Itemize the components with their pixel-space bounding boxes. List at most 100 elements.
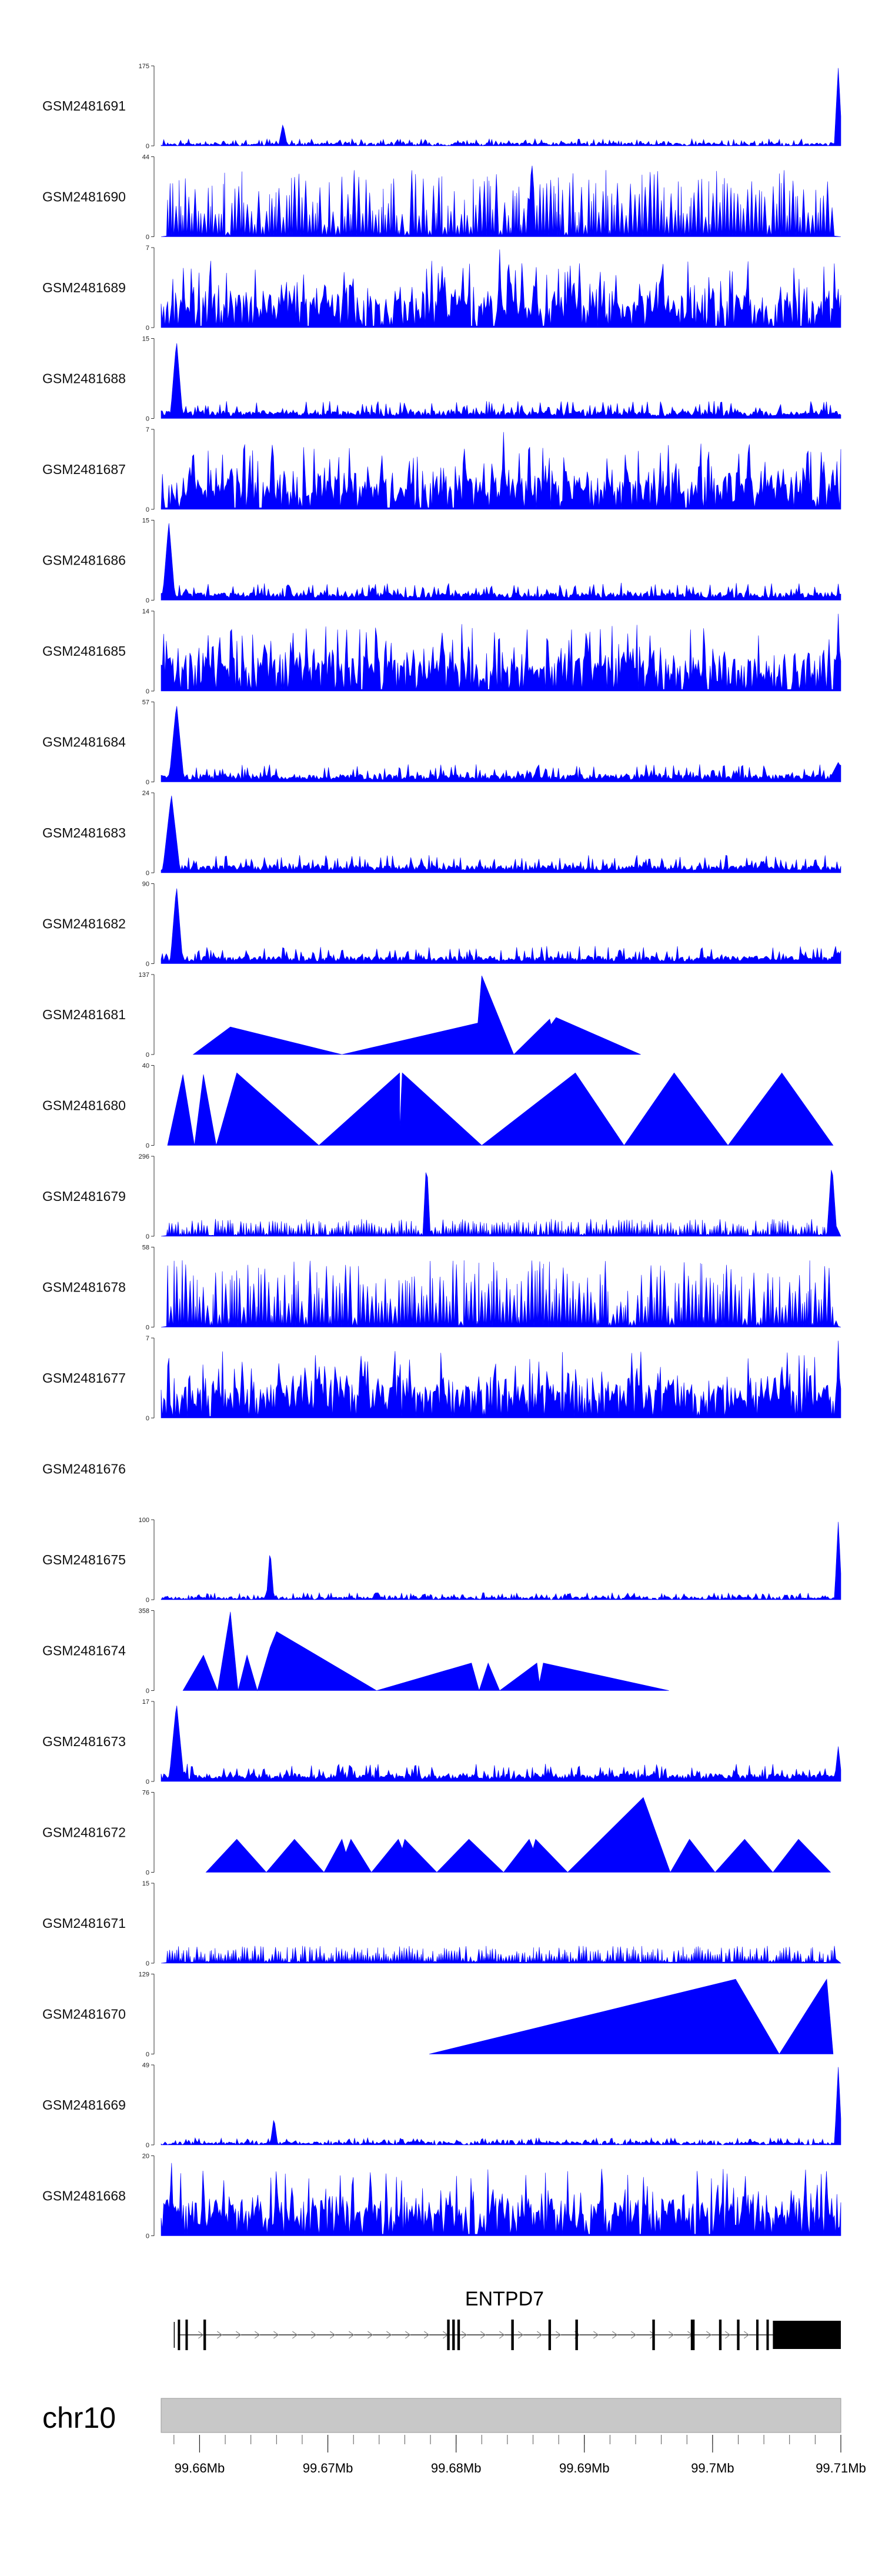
y-axis-max-label: 90	[142, 881, 149, 888]
strand-arrow	[367, 2331, 373, 2339]
coverage-area	[161, 1340, 841, 1419]
y-axis-min-label: 0	[146, 1143, 149, 1150]
y-axis-max-label: 7	[146, 1335, 149, 1342]
track-label: GSM2481686	[42, 553, 126, 568]
coverage-area	[161, 165, 841, 237]
strand-arrow	[348, 2331, 355, 2339]
track-GSM2481691: GSM2481691 175 0	[42, 63, 841, 150]
strand-arrow	[423, 2331, 430, 2339]
track-label: GSM2481691	[42, 98, 126, 114]
y-axis-min-label: 0	[146, 2051, 149, 2058]
gene-exon	[203, 2320, 206, 2350]
axis-tick-label: 99.69Mb	[559, 2461, 610, 2475]
coverage-area	[192, 975, 641, 1055]
track-label: GSM2481672	[42, 1825, 126, 1840]
axis-tick-label: 99.7Mb	[691, 2461, 734, 2475]
strand-arrow	[273, 2331, 279, 2339]
y-axis-max-label: 49	[142, 2062, 149, 2069]
y-axis-max-label: 14	[142, 608, 149, 615]
y-axis-max-label: 58	[142, 1244, 149, 1252]
y-axis-min-label: 0	[146, 234, 149, 241]
track-label: GSM2481684	[42, 735, 126, 750]
strand-arrow	[405, 2331, 411, 2339]
coverage-area	[161, 1260, 841, 1327]
coverage-area	[161, 1521, 841, 1600]
y-axis-max-label: 44	[142, 154, 149, 161]
track-label: GSM2481679	[42, 1189, 126, 1204]
track-GSM2481688: GSM2481688 15 0	[42, 336, 841, 423]
track-label: GSM2481674	[42, 1643, 126, 1659]
y-axis-max-label: 57	[142, 699, 149, 706]
gene-exon	[452, 2320, 455, 2350]
y-axis-max-label: 137	[139, 972, 149, 979]
coverage-area	[429, 1978, 834, 2055]
track-GSM2481686: GSM2481686 15 0	[42, 518, 841, 605]
track-label: GSM2481687	[42, 462, 126, 477]
track-label: GSM2481676	[42, 1461, 126, 1477]
gene-exon	[737, 2320, 740, 2350]
coverage-area	[161, 706, 841, 782]
coverage-area	[182, 1611, 669, 1691]
strand-arrow	[668, 2331, 674, 2339]
y-axis-min-label: 0	[146, 598, 149, 605]
y-axis-min-label: 0	[146, 2233, 149, 2240]
y-axis-max-label: 7	[146, 245, 149, 252]
track-GSM2481674: GSM2481674 358 0	[42, 1608, 669, 1695]
y-axis-min-label: 0	[146, 506, 149, 513]
strand-arrow	[461, 2331, 467, 2339]
track-GSM2481683: GSM2481683 24 0	[42, 790, 841, 877]
track-GSM2481670: GSM2481670 129 0	[42, 1971, 834, 2058]
track-GSM2481675: GSM2481675 100 0	[42, 1517, 841, 1604]
gene-model-track: ENTPD7	[173, 2288, 841, 2350]
y-axis-max-label: 129	[139, 1971, 149, 1978]
track-label: GSM2481675	[42, 1552, 126, 1567]
axis-tick-label: 99.66Mb	[175, 2461, 225, 2475]
track-GSM2481668: GSM2481668 20 0	[42, 2153, 841, 2240]
track-label: GSM2481673	[42, 1734, 126, 1749]
gene-exon	[185, 2320, 188, 2350]
strand-arrow	[612, 2331, 618, 2339]
strand-arrow	[630, 2331, 637, 2339]
coverage-area	[161, 1946, 841, 1964]
axis-tick-label: 99.71Mb	[816, 2461, 866, 2475]
strand-arrow	[536, 2331, 543, 2339]
axis-tick-label: 99.67Mb	[303, 2461, 353, 2475]
y-axis-min-label: 0	[146, 1960, 149, 1967]
gene-exon	[690, 2320, 695, 2350]
track-GSM2481679: GSM2481679 296 0	[42, 1153, 841, 1240]
track-GSM2481684: GSM2481684 57 0	[42, 699, 841, 786]
y-axis-min-label: 0	[146, 870, 149, 877]
y-axis-min-label: 0	[146, 1324, 149, 1332]
gene-exon	[719, 2320, 722, 2350]
track-GSM2481689: GSM2481689 7 0	[42, 245, 841, 332]
strand-arrow	[517, 2331, 524, 2339]
y-axis-min-label: 0	[146, 2142, 149, 2149]
track-GSM2481685: GSM2481685 14 0	[42, 608, 841, 695]
coverage-area	[161, 2067, 841, 2145]
track-label: GSM2481689	[42, 280, 126, 295]
track-label: GSM2481682	[42, 916, 126, 932]
y-axis-max-label: 24	[142, 790, 149, 797]
gene-exon	[756, 2320, 759, 2350]
track-label: GSM2481669	[42, 2097, 126, 2113]
track-label: GSM2481680	[42, 1098, 126, 1113]
track-label: GSM2481690	[42, 189, 126, 205]
y-axis-min-label: 0	[146, 688, 149, 695]
y-axis-min-label: 0	[146, 1597, 149, 1604]
y-axis-min-label: 0	[146, 1688, 149, 1695]
strand-arrow	[329, 2331, 336, 2339]
gene-exon	[766, 2320, 769, 2350]
gene-exon	[511, 2320, 514, 2350]
track-label: GSM2481681	[42, 1007, 126, 1022]
y-axis-min-label: 0	[146, 1415, 149, 1422]
gene-utr-block	[773, 2321, 841, 2349]
axis-tick-label: 99.68Mb	[431, 2461, 482, 2475]
y-axis-max-label: 76	[142, 1790, 149, 1797]
strand-arrow	[292, 2331, 298, 2339]
gene-exon	[548, 2320, 552, 2350]
strand-arrow	[216, 2331, 223, 2339]
coverage-area	[161, 68, 841, 146]
y-axis-max-label: 100	[139, 1517, 149, 1524]
strand-arrow	[593, 2331, 599, 2339]
